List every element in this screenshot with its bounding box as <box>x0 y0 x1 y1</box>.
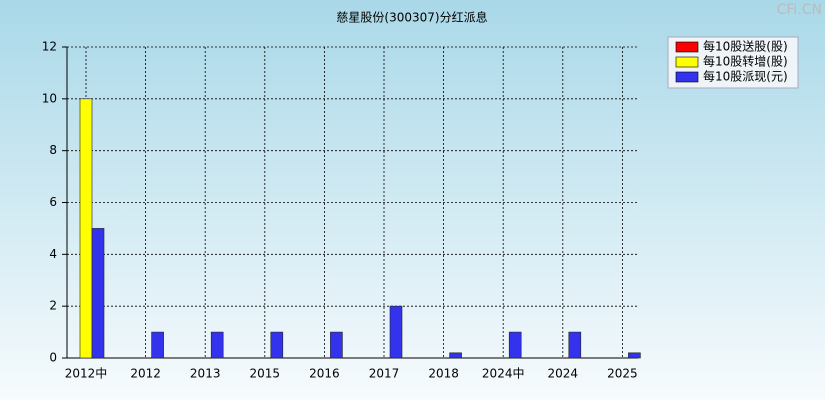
watermark: CFi.CN <box>777 2 822 18</box>
y-tick-label: 6 <box>49 195 57 209</box>
bar <box>210 331 224 359</box>
x-tick-label: 2012中 <box>65 366 108 381</box>
bar <box>449 352 462 359</box>
y-tick-label: 8 <box>49 143 57 157</box>
bar <box>270 331 284 359</box>
y-tick-label: 12 <box>42 40 57 54</box>
y-tick-label: 4 <box>49 247 57 261</box>
legend-swatch <box>675 71 699 83</box>
legend-label: 每10股送股(股) <box>703 39 788 54</box>
y-tick-label: 10 <box>42 91 57 105</box>
chart-title: 慈星股份(300307)分红派息 <box>336 10 487 25</box>
legend-label: 每10股派现(元) <box>703 69 788 84</box>
bar <box>628 352 641 359</box>
legend-swatch <box>675 56 699 68</box>
x-tick-label: 2016 <box>309 367 340 381</box>
bar <box>330 331 343 359</box>
bar <box>91 228 105 359</box>
y-tick-label: 2 <box>49 299 57 313</box>
bar <box>151 331 164 359</box>
legend-label: 每10股转增(股) <box>703 54 788 69</box>
x-tick-label: 2012 <box>130 367 161 381</box>
x-tick-label: 2017 <box>369 367 400 381</box>
x-tick-label: 2015 <box>250 367 281 381</box>
x-tick-label: 2024中 <box>482 366 525 381</box>
bar <box>389 305 403 359</box>
x-tick-label: 2013 <box>190 367 221 381</box>
bar <box>508 331 522 359</box>
x-tick-label: 2018 <box>428 367 459 381</box>
y-tick-label: 0 <box>49 351 57 365</box>
x-tick-label: 2025 <box>607 367 638 381</box>
legend-swatch <box>675 41 699 53</box>
x-tick-label: 2024 <box>548 367 579 381</box>
bar <box>79 98 93 359</box>
bar <box>568 331 582 359</box>
